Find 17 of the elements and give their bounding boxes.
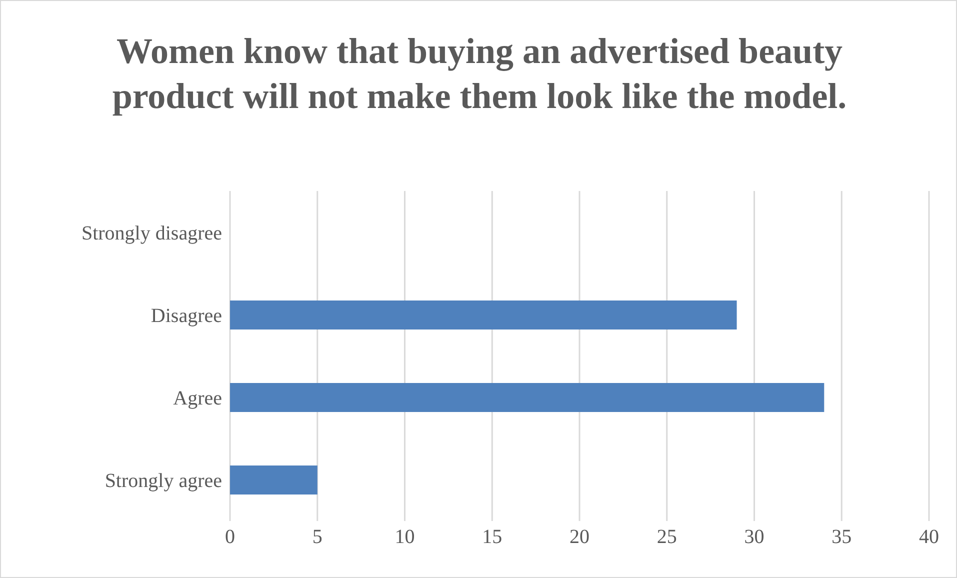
x-tick-label: 0 <box>225 526 235 548</box>
y-tick-label: Agree <box>173 387 222 410</box>
y-tick-label: Disagree <box>150 304 222 327</box>
x-tick-label: 40 <box>919 526 939 548</box>
x-tick-label: 20 <box>570 526 590 548</box>
x-tick-label: 15 <box>482 526 502 548</box>
bar <box>230 466 318 494</box>
x-tick-label: 5 <box>312 526 322 548</box>
bar <box>230 300 737 330</box>
chart-title: Women know that buying an advertised beauty product will not make them look like the model. <box>111 30 848 118</box>
bar <box>230 383 824 412</box>
x-tick-label: 35 <box>832 526 852 548</box>
x-tick-label: 25 <box>656 526 677 548</box>
y-tick-label: Strongly agree <box>104 470 222 492</box>
x-tick-label: 10 <box>394 526 415 548</box>
x-tick-label: 30 <box>744 526 764 548</box>
y-tick-label: Strongly disagree <box>81 222 222 244</box>
